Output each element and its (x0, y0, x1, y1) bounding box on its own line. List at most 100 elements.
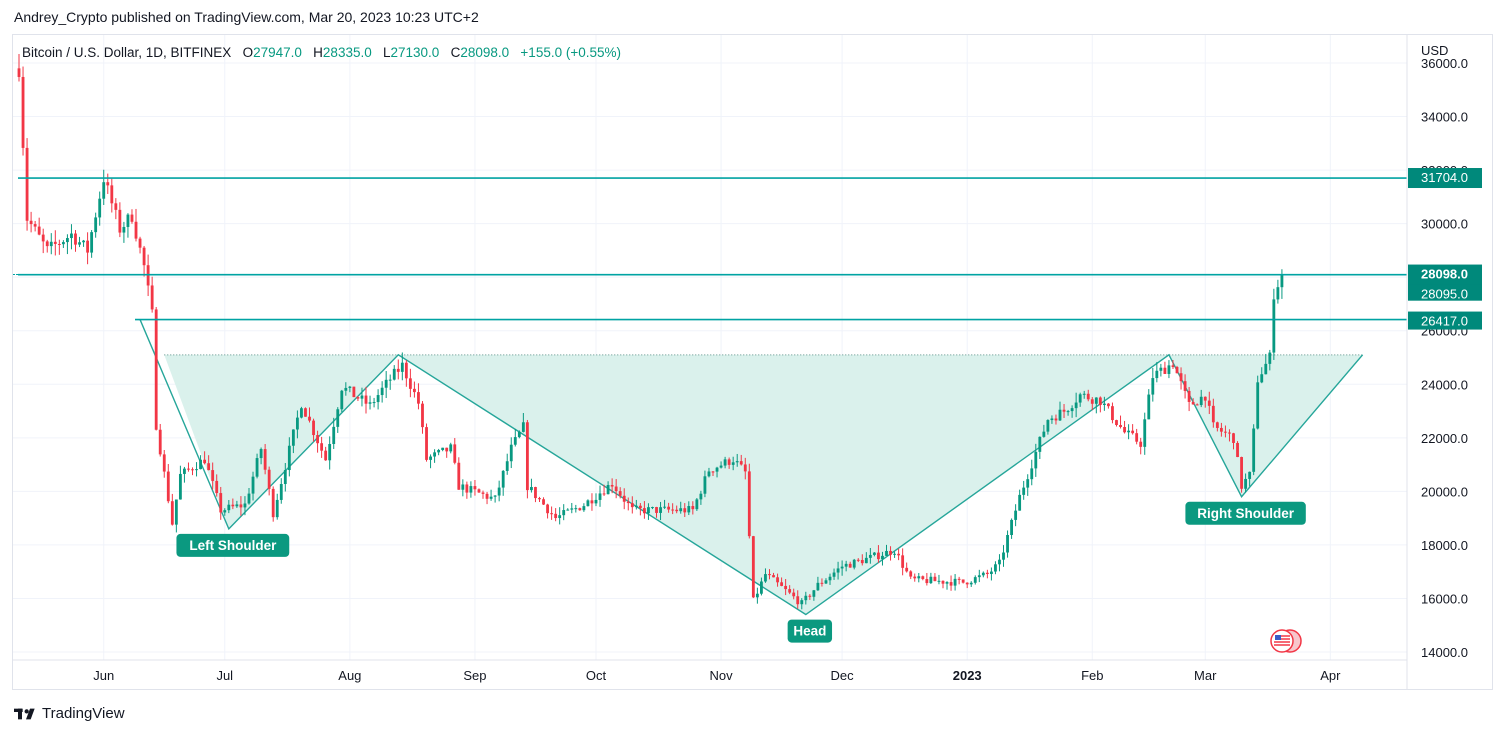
candle-body (332, 426, 336, 445)
candle-body (1094, 397, 1098, 404)
candle-body (655, 507, 658, 513)
candle-body (901, 555, 905, 568)
candle-body (598, 493, 602, 500)
candle-body (283, 470, 287, 485)
candle-body (485, 493, 489, 499)
pattern-label-text: Head (793, 624, 826, 639)
candle-body (542, 499, 545, 505)
candle-body (953, 578, 957, 586)
price-tick-label: 36000.0 (1421, 56, 1468, 71)
candle-body (509, 444, 513, 462)
candle-body (1252, 428, 1256, 472)
candle-body (715, 467, 719, 472)
candle-body (166, 471, 170, 502)
candle-body (203, 459, 207, 464)
candle-body (324, 450, 328, 461)
candle-body (247, 493, 251, 504)
candle-body (538, 498, 541, 500)
candle-body (1034, 451, 1038, 469)
symbol-title[interactable]: Bitcoin / U.S. Dollar, 1D, BITFINEX (22, 45, 232, 60)
candle-body (183, 468, 186, 474)
candle-body (1098, 397, 1102, 405)
time-tick-label: Aug (338, 668, 361, 683)
candle-body (340, 390, 344, 410)
candle-body (413, 388, 416, 393)
candle-body (1244, 478, 1248, 489)
candle-body (320, 443, 324, 451)
candle-body (1236, 442, 1239, 458)
candle-body (287, 445, 291, 471)
flag-icon-canton (1275, 635, 1281, 640)
candle-body (630, 503, 634, 508)
candle-body (118, 209, 122, 233)
candle-body (554, 513, 558, 519)
high-value: 28335.0 (322, 45, 372, 60)
price-tick-label: 16000.0 (1421, 591, 1468, 606)
candle-body (1268, 352, 1272, 364)
candle-body (154, 309, 158, 430)
candle-body (848, 563, 852, 568)
candle-body (687, 506, 691, 513)
candle-body (945, 582, 949, 584)
candle-body (1264, 363, 1268, 375)
candle-body (1219, 427, 1223, 432)
candle-body (586, 500, 590, 507)
candle-body (610, 485, 614, 487)
candle-body (860, 559, 864, 564)
tradingview-logo-icon (14, 708, 35, 719)
candle-body (61, 242, 65, 245)
candle-body (622, 495, 626, 502)
price-tick-label: 20000.0 (1421, 484, 1468, 499)
candle-body (1135, 433, 1139, 442)
candle-body (804, 595, 808, 601)
candle-body (897, 553, 901, 556)
candle-body (1147, 394, 1151, 420)
candle-body (941, 580, 945, 584)
high-label: H (313, 45, 323, 60)
candle-body (457, 462, 461, 490)
candle-body (1050, 418, 1054, 421)
candle-body (1203, 396, 1207, 401)
candle-body (989, 571, 993, 574)
tradingview-footer[interactable]: TradingView (14, 705, 125, 722)
candle-body (1151, 378, 1155, 395)
candle-body (743, 464, 747, 472)
price-tick-label: 24000.0 (1421, 377, 1468, 392)
candle-body (437, 449, 441, 453)
pattern-label-box (787, 619, 833, 643)
candle-body (219, 493, 223, 513)
currency-label[interactable]: USD (1421, 43, 1449, 58)
candle-body (590, 500, 594, 504)
candle-body (433, 452, 437, 457)
candle-body (1074, 402, 1078, 409)
candle-body (1014, 510, 1018, 520)
pattern-outline (139, 319, 1364, 616)
time-tick-label: Jun (93, 668, 114, 683)
candle-body (473, 486, 477, 490)
candle-body (70, 233, 73, 239)
candle-body (602, 493, 606, 495)
candle-body (162, 454, 166, 472)
candle-body (400, 362, 404, 372)
candle-body (719, 465, 723, 468)
candle-body (1232, 433, 1235, 443)
candle-body (33, 224, 37, 227)
pattern-label-text: Right Shoulder (1197, 506, 1294, 521)
candle-body (37, 226, 41, 235)
candle-body (481, 492, 485, 494)
candle-body (1195, 404, 1199, 406)
candle-body (634, 505, 638, 508)
candle-body (1086, 393, 1090, 400)
candle-body (126, 214, 130, 227)
candle-body (994, 564, 997, 572)
candle-body (348, 386, 352, 388)
candle-body (1038, 436, 1042, 452)
candle-body (158, 429, 162, 455)
time-tick-label: Mar (1194, 668, 1217, 683)
candle-body (558, 515, 562, 519)
candle-body (1026, 479, 1030, 488)
candle-body (768, 574, 771, 576)
candle-body (291, 429, 295, 446)
candle-body (836, 568, 840, 573)
